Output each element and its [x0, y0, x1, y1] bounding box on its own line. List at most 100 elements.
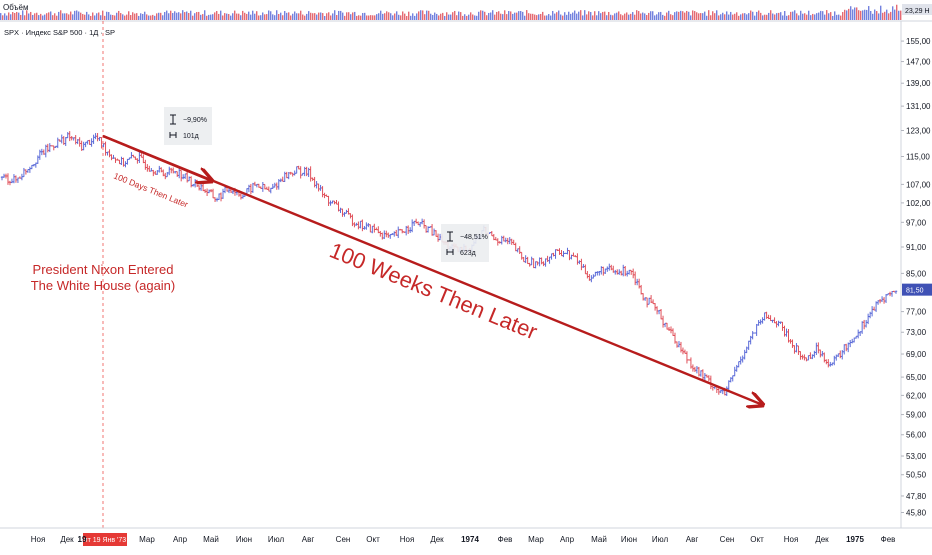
- volume-bar: [412, 13, 414, 20]
- volume-bar: [820, 10, 822, 20]
- volume-bar: [744, 13, 746, 20]
- volume-bar: [160, 12, 162, 20]
- volume-value: 23,29 Н: [905, 8, 930, 15]
- volume-bar: [624, 13, 626, 20]
- volume-bar: [4, 13, 6, 20]
- volume-bar: [186, 11, 188, 20]
- volume-bar: [570, 13, 572, 20]
- volume-bar: [658, 12, 660, 20]
- volume-bar: [134, 13, 136, 20]
- volume-bar: [52, 15, 54, 20]
- price-tick-label: 65,00: [906, 373, 927, 382]
- volume-bar: [232, 13, 234, 20]
- volume-bar: [644, 13, 646, 20]
- volume-bar: [770, 10, 772, 20]
- volume-bar: [326, 13, 328, 20]
- volume-bar: [622, 15, 624, 20]
- volume-bar: [66, 13, 68, 20]
- measure-box[interactable]: −48,51% 623д: [441, 224, 489, 262]
- volume-bar: [480, 10, 482, 20]
- volume-bar: [532, 13, 534, 20]
- volume-bar: [524, 15, 526, 20]
- volume-bar: [758, 10, 760, 20]
- volume-bar: [520, 10, 522, 20]
- volume-bar: [600, 13, 602, 20]
- volume-bar: [76, 10, 78, 20]
- volume-bar: [342, 12, 344, 20]
- volume-bar: [562, 15, 564, 20]
- volume-bar: [258, 15, 260, 20]
- volume-bar: [334, 10, 336, 20]
- volume-bar: [188, 12, 190, 20]
- volume-bar: [162, 15, 164, 20]
- volume-bar: [472, 14, 474, 20]
- volume-bar: [384, 13, 386, 20]
- volume-bar: [346, 12, 348, 20]
- volume-bar: [350, 14, 352, 20]
- volume-bar: [206, 15, 208, 20]
- volume-bar: [596, 15, 598, 20]
- price-tick-label: 107,00: [906, 180, 931, 189]
- volume-bar: [300, 10, 302, 20]
- time-tick-label: Дек: [60, 535, 74, 544]
- volume-bar: [128, 11, 130, 20]
- volume-bar: [714, 13, 716, 20]
- volume-bar: [634, 14, 636, 20]
- volume-bar: [322, 13, 324, 20]
- volume-bar: [848, 8, 850, 20]
- price-tick-label: 97,00: [906, 218, 927, 227]
- volume-bar: [428, 10, 430, 20]
- volume-bar: [358, 15, 360, 20]
- volume-bar: [410, 15, 412, 20]
- volume-bar: [872, 13, 874, 20]
- volume-bar: [788, 15, 790, 20]
- volume-bar: [98, 12, 100, 20]
- volume-bar: [704, 11, 706, 20]
- volume-bar: [610, 14, 612, 20]
- volume-bar: [554, 13, 556, 20]
- volume-bar: [752, 11, 754, 20]
- measure-bars: 101д: [183, 133, 199, 140]
- volume-bar: [22, 10, 24, 20]
- volume-bar: [304, 15, 306, 20]
- volume-bar: [88, 14, 90, 20]
- volume-bar: [368, 15, 370, 20]
- horizontal-span-icon: [169, 132, 177, 138]
- volume-bar: [720, 14, 722, 20]
- volume-bar: [734, 13, 736, 20]
- volume-bar: [158, 12, 160, 20]
- volume-bar: [388, 12, 390, 20]
- volume-bar: [798, 15, 800, 20]
- time-tick-label: Дек: [430, 535, 444, 544]
- volume-bar: [726, 11, 728, 20]
- volume-bar: [374, 15, 376, 20]
- volume-bar: [474, 15, 476, 20]
- volume-bar: [82, 14, 84, 20]
- symbol-title: SPX · Индекс S&P 500 · 1Д · SP: [4, 28, 115, 37]
- volume-bar: [688, 11, 690, 20]
- price-tick-label: 59,00: [906, 411, 927, 420]
- date-badge-label: пт 19 Янв '73: [84, 537, 126, 544]
- volume-bar: [676, 11, 678, 20]
- volume-bar: [170, 10, 172, 20]
- volume-bar: [144, 11, 146, 20]
- volume-bar: [390, 13, 392, 20]
- volume-bar: [762, 15, 764, 20]
- volume-bar: [74, 10, 76, 20]
- volume-bar: [632, 12, 634, 20]
- volume-bar: [348, 12, 350, 20]
- volume-bar: [18, 12, 20, 20]
- volume-bar: [308, 11, 310, 20]
- volume-bar: [572, 12, 574, 20]
- volume-bar: [112, 14, 114, 20]
- volume-bar: [504, 10, 506, 20]
- measure-box[interactable]: −9,90% 101д: [164, 107, 212, 145]
- volume-bar: [118, 10, 120, 20]
- volume-bar: [44, 14, 46, 20]
- volume-bar: [174, 11, 176, 20]
- volume-bar: [870, 10, 872, 20]
- volume-bar: [892, 6, 894, 20]
- volume-bar: [330, 15, 332, 20]
